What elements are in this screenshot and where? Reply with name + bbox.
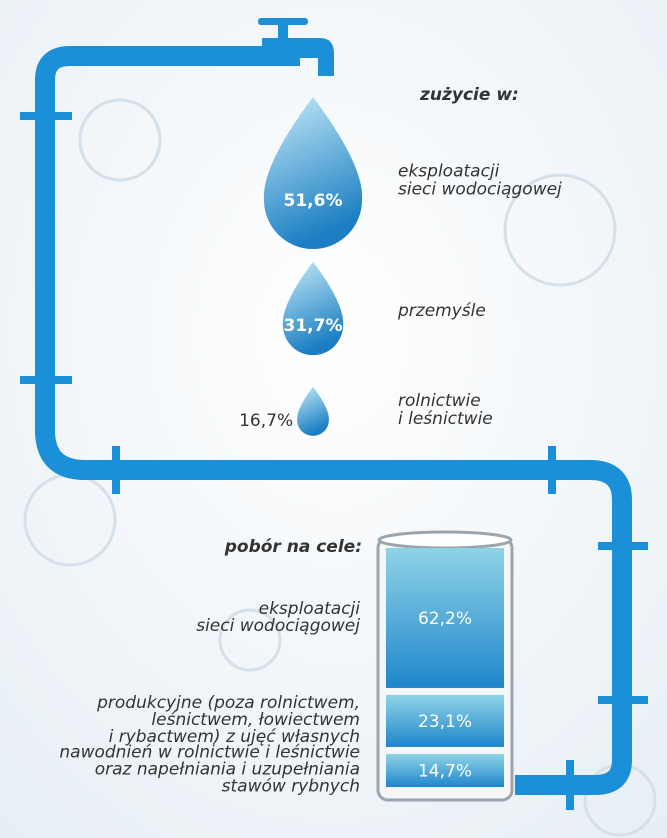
drop-value-label: 16,7% xyxy=(239,411,293,431)
drop-value-label: 51,6% xyxy=(284,191,343,211)
segment-value-label: 14,7% xyxy=(418,761,472,781)
usage-label: i leśnictwie xyxy=(398,409,493,429)
infographic: zużycie w: pobór na cele: 51,6% eksploata… xyxy=(0,0,667,838)
drop-value-label: 31,7% xyxy=(284,316,343,336)
segment-value-label: 23,1% xyxy=(418,712,472,732)
segment-value-label: 62,2% xyxy=(418,609,472,629)
usage-label: eksploatacji xyxy=(398,161,500,181)
intake-title: pobór na cele: xyxy=(224,537,362,557)
usage-label: rolnictwie xyxy=(398,391,481,411)
glass-rim xyxy=(379,532,511,548)
usage-title: zużycie w: xyxy=(419,85,519,105)
intake-label: sieci wodociągowej xyxy=(196,616,360,636)
usage-label: przemyśle xyxy=(397,301,486,321)
intake-label: i rybactwem) z ujęć własnych xyxy=(109,727,360,747)
usage-label: sieci wodociągowej xyxy=(398,179,562,199)
intake-label: stawów rybnych xyxy=(222,776,360,796)
